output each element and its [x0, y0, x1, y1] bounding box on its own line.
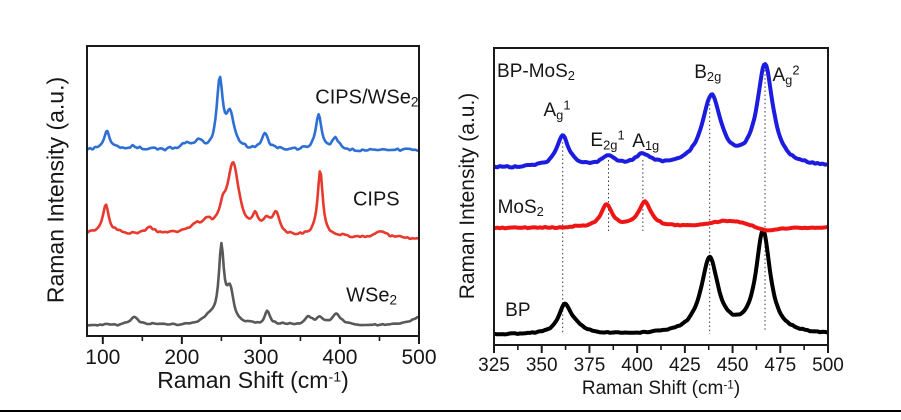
figure-bottom-rule [0, 410, 901, 412]
left-y-axis-label: Raman Intensity (a.u.) [42, 76, 69, 304]
spectrum-curve-BP-MoS2 [495, 62, 827, 170]
left-x-axis-label-text: Raman Shift (cm [157, 367, 329, 393]
spectrum-curve-CIPS/WSe2 [88, 75, 418, 153]
right-x-axis-label: Raman Shift (cm-1) [582, 378, 740, 400]
plot-frame-1 [493, 47, 829, 346]
spectrum-curve-MoS2 [495, 199, 827, 233]
left-x-axis-label-sup: -1 [328, 369, 342, 386]
left-x-axis-label: Raman Shift (cm-1) [157, 367, 349, 394]
spectrum-curve-BP [495, 228, 827, 337]
spectrum-curve-WSe2 [88, 241, 418, 327]
spectrum-curve-CIPS [88, 161, 418, 241]
left-x-axis-label-close: ) [341, 367, 349, 393]
plot-frame-0 [86, 45, 420, 337]
right-x-axis-label-text: Raman Shift (cm [581, 378, 724, 399]
right-x-axis-label-sup: -1 [723, 378, 734, 392]
right-x-axis-label-close: ) [733, 378, 741, 399]
right-y-axis-label: Raman Intensity (a.u.) [456, 92, 479, 300]
